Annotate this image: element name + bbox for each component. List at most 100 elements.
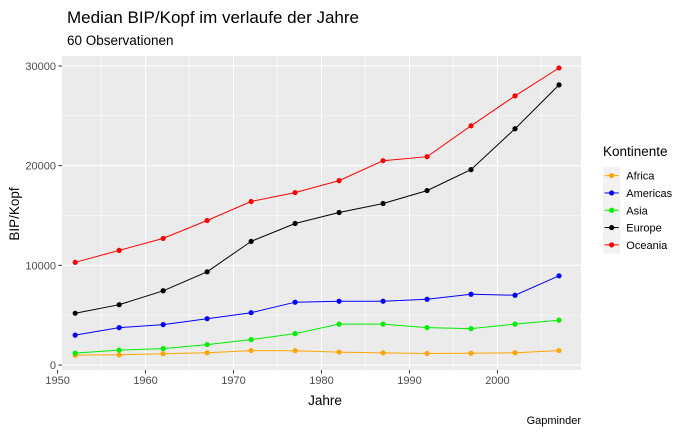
data-point-asia [468,326,474,332]
data-point-americas [512,292,518,298]
data-point-americas [336,298,342,304]
data-point-oceania [204,217,210,224]
data-point-americas [204,316,210,322]
legend-point-europe [609,224,615,231]
data-point-africa [292,348,298,354]
data-point-africa [160,351,166,357]
legend-label-africa: Africa [626,171,655,183]
data-point-asia [512,321,518,327]
legend-item-europe: Europe [603,218,662,237]
x-tick-label: 2000 [485,375,509,387]
x-tick-label: 1980 [309,375,333,387]
series-line-africa [75,350,560,356]
legend-label-asia: Asia [626,205,648,217]
legend-label-europe: Europe [626,223,661,235]
data-point-europe [380,200,386,207]
data-point-europe [292,220,298,227]
data-point-asia [380,321,386,327]
data-point-asia [336,321,342,327]
series-line-americas [75,275,560,336]
data-point-oceania [380,158,386,164]
data-point-americas [248,310,254,316]
legend-point-oceania [609,242,615,248]
data-point-asia [248,336,254,343]
series-europe [72,82,562,316]
data-point-africa [248,347,254,354]
y-tick-label: 0 [50,360,56,372]
series-americas [72,273,562,338]
data-point-europe [556,82,562,88]
data-point-europe [160,288,166,294]
series-asia [72,317,562,356]
data-point-africa [204,350,210,356]
data-point-americas [72,332,78,338]
data-point-oceania [336,178,342,184]
y-axis-title: BIP/Kopf [7,187,22,241]
data-point-oceania [424,154,430,160]
legend-point-americas [609,190,615,196]
legend-label-americas: Americas [626,188,672,200]
series-africa [72,347,562,358]
data-point-europe [468,167,474,173]
data-point-oceania [116,247,122,253]
data-point-oceania [556,65,562,71]
data-point-americas [160,322,166,328]
data-point-europe [336,209,342,216]
legend-point-asia [609,207,615,213]
data-point-africa [468,350,474,356]
data-point-americas [116,325,122,331]
legend-label-oceania: Oceania [626,240,668,252]
legend-point-africa [609,173,615,179]
data-point-asia [160,345,166,352]
grid-lines [57,56,581,370]
data-point-oceania [160,235,166,242]
x-tick-label: 1950 [45,375,69,387]
data-point-africa [116,352,122,358]
chart-subtitle: 60 Observationen [67,33,174,48]
data-point-americas [424,296,430,302]
data-point-europe [72,310,78,316]
x-axis-title: Jahre [308,393,342,408]
data-point-americas [292,299,298,305]
data-point-africa [556,347,562,354]
legend-item-oceania: Oceania [603,236,668,254]
data-point-asia [292,331,298,337]
legend-item-americas: Americas [603,184,673,202]
data-point-asia [424,325,430,331]
y-tick-label: 30000 [25,61,56,73]
data-point-oceania [72,259,78,265]
data-point-africa [336,349,342,355]
series-line-oceania [75,67,560,263]
chart-caption: Gapminder [527,415,582,427]
series-layer [72,65,562,358]
data-point-europe [248,238,254,245]
x-tick-label: 1960 [133,375,157,387]
legend: Africa Americas Asia Europe Oceania [603,167,673,254]
series-oceania [72,65,562,265]
legend-title: Kontinente [603,144,668,159]
data-point-oceania [292,189,298,196]
data-point-europe [512,126,518,132]
data-point-oceania [512,93,518,99]
y-tick-label: 10000 [25,260,56,272]
legend-item-asia: Asia [603,201,649,219]
data-point-europe [116,302,122,308]
y-tick-label: 20000 [25,161,56,173]
data-point-asia [116,347,122,353]
data-point-americas [380,298,386,304]
data-point-asia [556,317,562,323]
data-point-europe [424,187,430,194]
series-line-asia [75,319,560,354]
data-point-africa [424,350,430,357]
data-point-americas [556,273,562,279]
data-point-oceania [468,123,474,129]
data-point-oceania [248,198,254,205]
x-tick-label: 1970 [221,375,245,387]
x-tick-label: 1990 [397,375,421,387]
legend-item-africa: Africa [603,167,655,185]
data-point-asia [204,341,210,348]
data-point-africa [512,350,518,356]
chart-title: Median BIP/Kopf im verlaufe der Jahre [67,8,359,27]
data-point-americas [468,291,474,297]
